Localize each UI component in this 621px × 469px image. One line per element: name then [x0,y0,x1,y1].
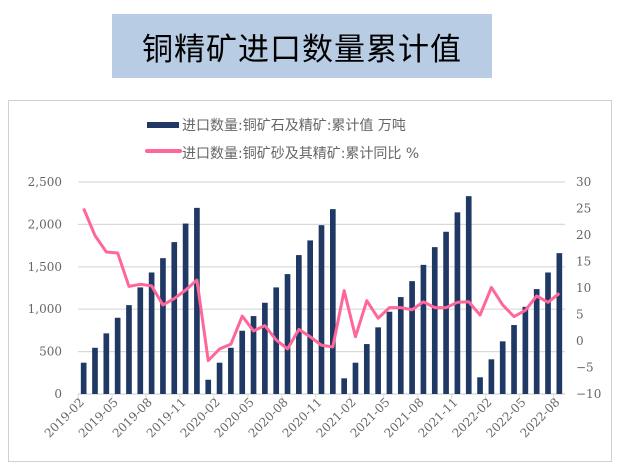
bar [363,344,370,394]
bar [182,223,189,394]
bar [477,377,483,394]
y-right-tick-label: 30 [576,175,591,189]
bar [80,362,87,394]
chart-frame [8,100,612,462]
bar [329,209,336,394]
y-right-tick-label: 5 [576,308,584,322]
y-left-tick-label: 2,500 [28,175,62,189]
bar [375,327,381,394]
bar [341,378,347,394]
bar [386,311,393,394]
bar [352,362,359,394]
bar [171,242,178,394]
y-left-tick-label: 2,000 [28,217,62,231]
bar [137,287,144,394]
bar [262,302,268,394]
y-right-tick-label: −10 [576,387,601,401]
bar [318,225,325,394]
bar [499,341,506,394]
bar [216,362,223,394]
bar [250,316,257,394]
bar [511,325,517,394]
y-right-tick-label: 0 [576,334,584,348]
legend-swatch-bar [147,122,179,128]
y-right-tick-label: 20 [576,228,591,242]
bar [397,297,404,394]
bar [228,347,234,394]
bar [160,258,166,394]
y-right-tick-label: 10 [576,281,591,295]
bar [431,247,438,394]
y-right-tick-label: 15 [576,255,591,269]
y-left-tick-label: 1,000 [28,302,62,316]
bar [307,240,314,394]
bar [409,281,415,394]
y-left-tick-label: 1,500 [28,260,62,274]
y-left-tick-label: 0 [54,387,62,401]
bar [194,207,200,394]
y-left-tick-label: 500 [39,345,62,359]
bar [556,253,563,394]
y-right-tick-label: −5 [576,361,594,375]
bar [126,305,132,394]
bar [205,379,212,394]
bar [148,272,155,394]
chart-title: 铜精矿进口数量累计值 [142,31,462,68]
y-right-tick-label: 25 [576,202,591,216]
bar [545,272,551,394]
bar [533,289,540,394]
bar [284,274,291,394]
bar [114,317,121,394]
bar [239,330,246,394]
bar [443,231,449,394]
bar [488,359,495,394]
bar [296,255,302,394]
bar [92,347,98,394]
legend-label-bar: 进口数量:铜矿石及精矿:累计值 万吨 [182,118,406,134]
bar [522,306,529,394]
bar [103,333,110,394]
bar [420,264,427,394]
title-box: 铜精矿进口数量累计值 [112,14,492,78]
bar [465,196,472,394]
legend-label-line: 进口数量:铜矿砂及其精矿:累计同比 % [182,146,419,162]
